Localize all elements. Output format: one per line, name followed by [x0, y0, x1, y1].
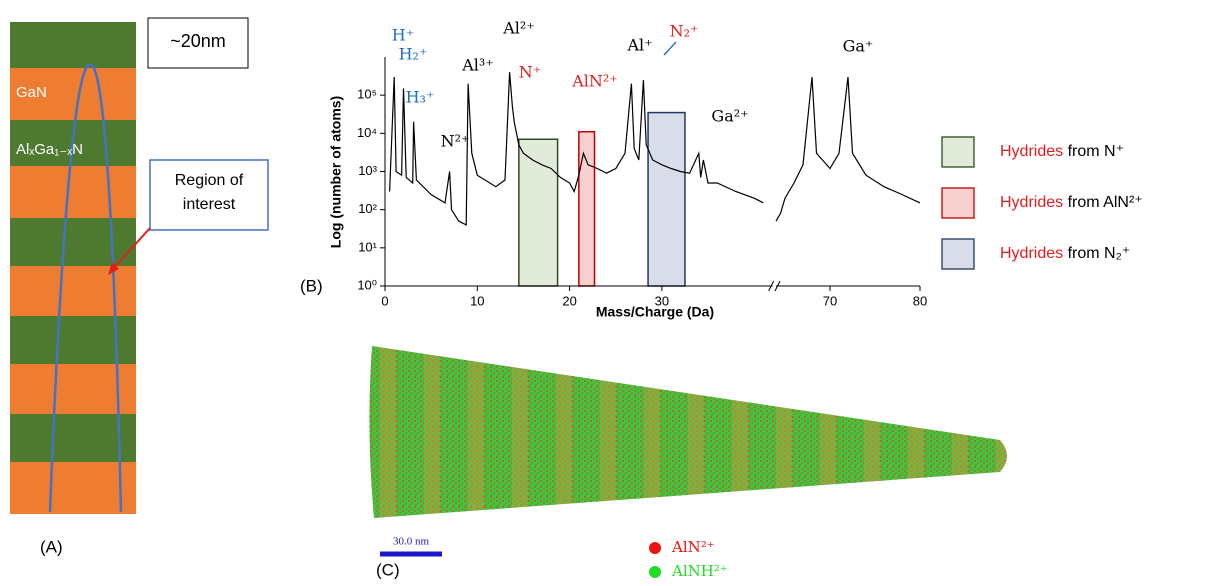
y-tick-label: 10⁵ — [357, 87, 377, 102]
x-tick-label: 70 — [823, 293, 837, 308]
panel-a: ~20nm GaN AlₓGa₁₋ₓN Region of interest (… — [10, 17, 269, 556]
tip-outline — [48, 63, 123, 513]
peak-label: N⁺ — [519, 63, 541, 82]
thickness-label: ~20nm — [170, 31, 226, 51]
layer — [10, 68, 136, 120]
arrow — [663, 41, 677, 56]
panel-c: 30.0 nm (C) AlN²⁺ AlNH²⁺ — [369, 346, 1007, 580]
thickness-box — [147, 17, 249, 69]
layer — [10, 166, 136, 218]
y-tick-label: 10³ — [358, 163, 377, 178]
x-tick-label: 20 — [562, 293, 576, 308]
legend-highlight: Hydrides — [1000, 245, 1063, 262]
layer — [10, 462, 136, 514]
x-tick-label: 0 — [381, 293, 388, 308]
legend-label: Hydrides from N₂⁺ — [1000, 245, 1130, 262]
spectrum-line — [389, 72, 921, 226]
peak-label: H₂⁺ — [399, 45, 428, 64]
y-tick-label: 10¹ — [358, 239, 377, 254]
annotation-box — [149, 159, 269, 231]
annotation-text: Region of interest — [174, 172, 244, 213]
y-tick-label: 10² — [358, 201, 377, 216]
highlight-region — [578, 131, 596, 287]
annotation: Region of interest — [174, 172, 244, 213]
legend-text: from N₂⁺ — [1068, 245, 1131, 262]
arrow — [111, 227, 151, 271]
legend-swatch — [941, 187, 975, 219]
legend-label: AlNH²⁺ — [671, 562, 728, 580]
peak-label: N₂⁺ — [670, 22, 699, 41]
panel-label: (C) — [376, 560, 400, 579]
layer — [10, 414, 136, 462]
legend-dot — [649, 566, 661, 578]
peak-label: AlN²⁺ — [571, 72, 618, 91]
legend-label: Hydrides from AlN²⁺ — [1000, 194, 1143, 211]
layer — [10, 364, 136, 414]
legend-text: from AlN²⁺ — [1068, 194, 1143, 211]
panel-label: (B) — [300, 276, 323, 295]
peak-label: H⁺ — [392, 26, 414, 45]
x-tick-label: 10 — [470, 293, 484, 308]
highlight-region — [518, 138, 559, 287]
peak-label: N²⁺ — [441, 132, 470, 151]
legend-swatch — [941, 136, 975, 168]
legend-highlight: Hydrides — [1000, 143, 1063, 160]
x-tick-label: 80 — [913, 293, 927, 308]
panel-label: (A) — [40, 537, 63, 556]
highlight-region — [647, 111, 686, 287]
layer-label: GaN — [16, 84, 47, 101]
legend-label: Hydrides from N⁺ — [1000, 143, 1124, 160]
arrow-head — [108, 262, 119, 275]
layer-label: AlₓGa₁₋ₓN — [16, 141, 83, 158]
axis-break — [768, 280, 781, 292]
reconstruction — [369, 346, 1007, 518]
y-tick-label: 10⁴ — [357, 125, 377, 140]
legend-dot — [649, 542, 661, 554]
layer — [10, 218, 136, 266]
panel-b: (B) Mass/Charge (Da) Log (number of atom… — [300, 19, 927, 320]
peak-label: Al⁺ — [626, 36, 652, 55]
peak-label: H₃⁺ — [406, 88, 435, 107]
legend-swatch — [941, 238, 975, 270]
y-tick-label: 10⁰ — [357, 277, 377, 292]
x-axis-label: Mass/Charge (Da) — [596, 304, 714, 320]
y-axis-label: Log (number of atoms) — [328, 96, 344, 248]
x-tick-label: 30 — [655, 293, 669, 308]
peak-label: Al²⁺ — [502, 19, 535, 38]
legend-highlight: Hydrides — [1000, 194, 1063, 211]
layer — [10, 266, 136, 316]
peak-label: Ga⁺ — [843, 37, 874, 56]
peak-label: Al³⁺ — [461, 56, 494, 75]
legend-label: AlN²⁺ — [671, 538, 715, 556]
layer — [10, 22, 136, 68]
peak-label: Ga²⁺ — [711, 107, 748, 126]
legend-text: from N⁺ — [1068, 143, 1124, 160]
scale-bar-label: 30.0 nm — [393, 536, 430, 548]
